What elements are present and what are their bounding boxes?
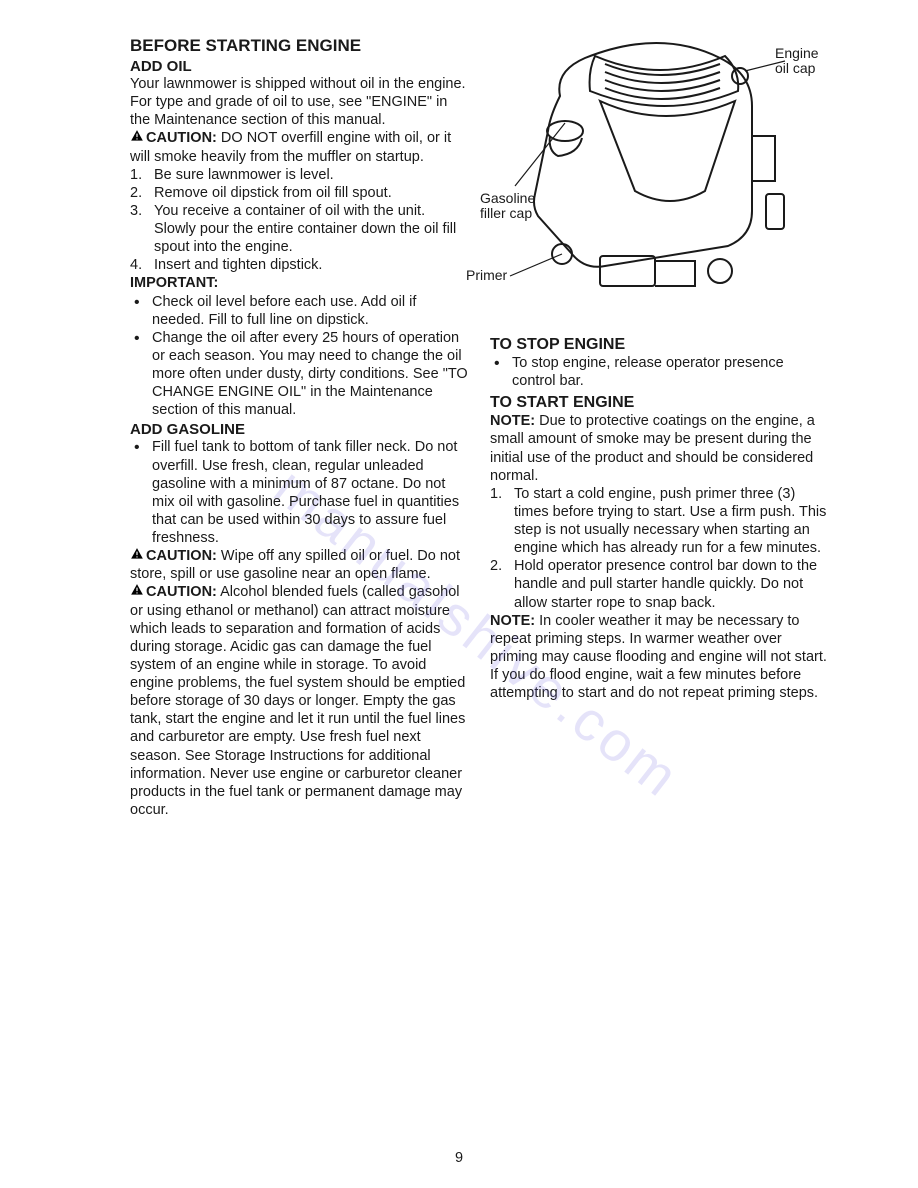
- important-item-1: Check oil level before each use. Add oil…: [130, 293, 470, 329]
- warning-icon: [130, 129, 144, 142]
- caution-spill: CAUTION: Wipe off any spilled oil or fue…: [130, 547, 470, 583]
- to-stop-engine-heading: TO STOP ENGINE: [490, 336, 830, 354]
- oil-step-1: 1.Be sure lawnmower is level.: [130, 166, 470, 184]
- caution-label: CAUTION:: [146, 130, 217, 146]
- caution-alcohol-text: Alcohol blended fuels (called gasohol or…: [130, 584, 465, 818]
- cooler-weather-text: In cooler weather it may be necessary to…: [490, 613, 827, 702]
- note-label: NOTE:: [490, 613, 535, 629]
- add-oil-heading: ADD OIL: [130, 58, 470, 75]
- start-step-2: 2.Hold operator presence control bar dow…: [490, 557, 830, 611]
- page-number: 9: [0, 1150, 918, 1166]
- important-list: Check oil level before each use. Add oil…: [130, 293, 470, 420]
- start-step-1: 1.To start a cold engine, push primer th…: [490, 485, 830, 558]
- label-gasoline-filler-cap: Gasoline filler cap: [480, 191, 550, 222]
- before-starting-heading: BEFORE STARTING ENGINE: [130, 36, 470, 56]
- content-columns: BEFORE STARTING ENGINE ADD OIL Your lawn…: [130, 36, 838, 819]
- caution-label: CAUTION:: [146, 548, 217, 564]
- gasoline-list: Fill fuel tank to bottom of tank filler …: [130, 438, 470, 547]
- engine-diagram: Engine oil cap Gasoline filler cap Prime…: [490, 36, 830, 316]
- gasoline-item-1: Fill fuel tank to bottom of tank filler …: [130, 438, 470, 547]
- cooler-weather-note: NOTE: In cooler weather it may be necess…: [490, 612, 830, 703]
- start-steps-list: 1.To start a cold engine, push primer th…: [490, 485, 830, 612]
- add-oil-intro: Your lawnmower is shipped without oil in…: [130, 75, 470, 129]
- start-note-text: Due to protective coatings on the engine…: [490, 413, 815, 483]
- warning-icon: [130, 583, 144, 596]
- oil-step-3-text: You receive a container of oil with the …: [154, 203, 456, 255]
- stop-list: To stop engine, release operator presenc…: [490, 354, 830, 390]
- caution-label: CAUTION:: [146, 584, 217, 600]
- label-primer: Primer: [466, 268, 507, 283]
- oil-step-2-text: Remove oil dipstick from oil fill spout.: [154, 185, 392, 201]
- warning-icon: [130, 547, 144, 560]
- caution-overfill: CAUTION: DO NOT overfill engine with oil…: [130, 129, 470, 165]
- left-column: BEFORE STARTING ENGINE ADD OIL Your lawn…: [130, 36, 470, 819]
- to-start-engine-heading: TO START ENGINE: [490, 394, 830, 412]
- label-engine-oil-cap: Engine oil cap: [775, 46, 835, 77]
- caution-alcohol: CAUTION: Alcohol blended fuels (called g…: [130, 583, 470, 819]
- oil-step-4: 4.Insert and tighten dipstick.: [130, 256, 470, 274]
- oil-step-2: 2.Remove oil dipstick from oil fill spou…: [130, 184, 470, 202]
- add-gasoline-heading: ADD GASOLINE: [130, 421, 470, 438]
- start-step-1-text: To start a cold engine, push primer thre…: [514, 486, 826, 556]
- stop-item-1: To stop engine, release operator presenc…: [490, 354, 830, 390]
- note-label: NOTE:: [490, 413, 535, 429]
- right-column: Engine oil cap Gasoline filler cap Prime…: [490, 36, 830, 819]
- oil-step-4-text: Insert and tighten dipstick.: [154, 257, 322, 273]
- start-note: NOTE: Due to protective coatings on the …: [490, 412, 830, 485]
- important-label: IMPORTANT:: [130, 275, 218, 291]
- oil-steps-list: 1.Be sure lawnmower is level. 2.Remove o…: [130, 166, 470, 275]
- start-step-2-text: Hold operator presence control bar down …: [514, 558, 817, 610]
- oil-step-3: 3.You receive a container of oil with th…: [130, 202, 470, 256]
- oil-step-1-text: Be sure lawnmower is level.: [154, 167, 334, 183]
- engine-illustration: [490, 36, 830, 316]
- important-item-2: Change the oil after every 25 hours of o…: [130, 329, 470, 420]
